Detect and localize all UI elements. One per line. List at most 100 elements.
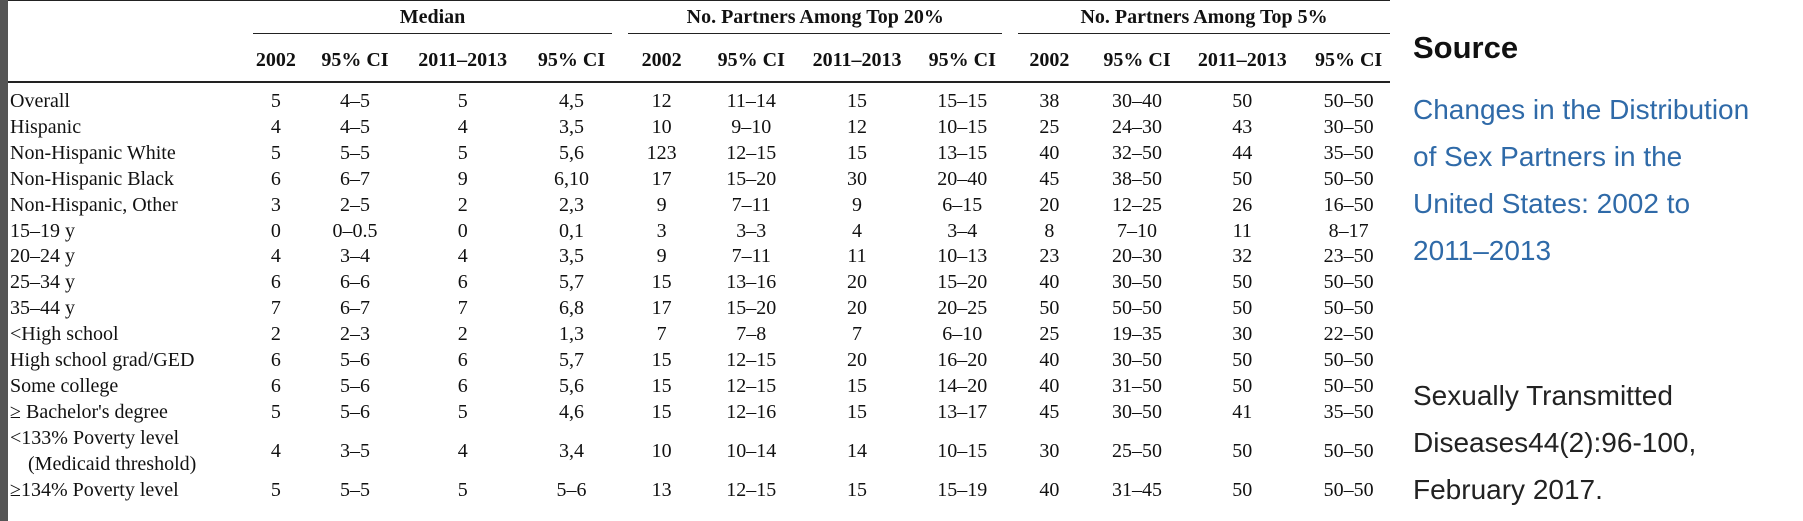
table-cell: 2	[457, 193, 468, 216]
table-cell: 4–5	[339, 115, 370, 138]
table-cell: 20–40	[937, 167, 988, 190]
table-cell: 7	[270, 297, 281, 320]
source-link[interactable]: Changes in the Distribution of Sex Partn…	[1413, 94, 1750, 266]
table-cell: 50–50	[1323, 297, 1374, 320]
table-row: 25–34 y 6 6–6 6 5,7 15 13–16 20 15–20 40 30–50 50 50…	[8, 270, 1390, 296]
table-cell: 5,6	[559, 141, 585, 164]
table-cell: 3,5	[559, 115, 585, 138]
table-cell: 30–50	[1323, 115, 1374, 138]
table-cell: 0,1	[559, 219, 585, 242]
table-cell: 32–50	[1112, 141, 1163, 164]
table-cell: 50	[1039, 297, 1060, 320]
table-row: 35–44 y 7 6–7 7 6,8 17 15–20 20 20–25 50 50–50 50 50…	[8, 296, 1390, 322]
table-cell: 15–20	[726, 297, 777, 320]
subheader: 2002	[1010, 39, 1089, 83]
table-row: <High school 2 2–3 2 1,3 7 7–8 7 6–10 25 19–35 30 22…	[8, 322, 1390, 348]
table-cell: 0–0.5	[332, 219, 378, 242]
row-label: 15–19 y	[10, 219, 75, 242]
table-cell: 5–6	[339, 400, 370, 423]
table-cell: 11–14	[726, 90, 776, 112]
table-cell: 7	[457, 297, 468, 320]
table-cell: 50–50	[1323, 374, 1374, 397]
table-cell: 24–30	[1112, 115, 1163, 138]
table-row: 20–24 y 4 3–4 4 3,5 9 7–11 11 10–13 23 20–30 32 23–5…	[8, 244, 1390, 270]
table-cell: 50	[1232, 297, 1253, 320]
table-cell: 50	[1232, 90, 1253, 112]
table-cell: 4	[270, 245, 281, 268]
table-cell: 5	[457, 141, 468, 164]
table-cell: 43	[1232, 115, 1253, 138]
subheader: 2002	[620, 39, 703, 83]
table-cell: 15	[847, 141, 868, 164]
table-row: Non-Hispanic White 5 5–5 5 5,6 123 12–15 15 13–1…	[8, 141, 1390, 167]
table-cell: 6–10	[942, 323, 983, 346]
table-cell: 2–5	[339, 193, 370, 216]
table-cell: 4	[270, 115, 281, 138]
table-cell: 6	[270, 374, 281, 397]
table-cell: 4,6	[559, 400, 585, 423]
subheader-row: 2002 95% CI 2011–2013 95% CI 2002 95% CI 2011–…	[8, 39, 1390, 83]
table-cell: 14–20	[937, 374, 988, 397]
table-cell: 50–50	[1323, 349, 1374, 372]
table-cell: 5	[270, 400, 281, 423]
table-cell: 19–35	[1112, 323, 1163, 346]
table-cell: 50	[1232, 478, 1253, 501]
table-row: 15–19 y 0 0–0.5 0 0,1 3 3–3 4 3–4 8 7–10 11 8–17	[8, 219, 1390, 245]
table-cell: 15	[651, 349, 672, 372]
group-header: No. Partners Among Top 5%	[1010, 1, 1390, 40]
table-cell: 50	[1232, 349, 1253, 372]
table-cell: 38	[1039, 90, 1060, 112]
subheader: 95% CI	[522, 39, 621, 83]
row-label: Hispanic	[10, 115, 82, 138]
table-cell: 20	[1039, 193, 1060, 216]
table-cell: 15	[847, 90, 868, 112]
group-header-row: Median No. Partners Among Top 20% No. Part…	[8, 1, 1390, 40]
source-heading: Source	[1413, 30, 1519, 65]
table-cell: 15	[847, 374, 868, 397]
table-cell: 40	[1039, 374, 1060, 397]
row-label: Non-Hispanic White	[10, 141, 176, 164]
table-cell: 4,5	[559, 90, 585, 112]
table-cell: 50–50	[1323, 90, 1374, 112]
table-cell: 3–5	[339, 439, 370, 462]
subheader: 2011–2013	[1185, 39, 1300, 83]
table-cell: 50–50	[1323, 439, 1374, 462]
corner-cell	[8, 1, 245, 40]
row-label: Non-Hispanic, Other	[10, 193, 178, 216]
table-cell: 31–50	[1112, 374, 1163, 397]
table-cell: 6–7	[339, 167, 370, 190]
table-cell: 16–20	[937, 349, 988, 372]
table-cell: 17	[651, 297, 672, 320]
table-cell: 30–50	[1112, 349, 1163, 372]
table-cell: 1,3	[559, 323, 585, 346]
row-label: High school grad/GED	[10, 349, 195, 372]
table-cell: 30–50	[1112, 271, 1163, 294]
table-cell: 15	[847, 400, 868, 423]
table-cell: 5	[457, 478, 468, 501]
table-cell: 10–15	[937, 115, 988, 138]
row-label: Some college	[10, 374, 119, 397]
group-header: No. Partners Among Top 20%	[620, 1, 1010, 40]
table-cell: 15–20	[726, 167, 777, 190]
table-cell: 5–6	[339, 374, 370, 397]
table-cell: 15	[651, 400, 672, 423]
table-cell: 10–13	[937, 245, 988, 268]
subheader: 2002	[244, 39, 308, 83]
table-cell: 4	[457, 245, 468, 268]
table-cell: 20–25	[937, 297, 988, 320]
table-cell: 12–16	[726, 400, 777, 423]
table-cell: 13	[651, 478, 672, 501]
table-cell: 16–50	[1323, 193, 1374, 216]
table-cell: 12–15	[726, 374, 777, 397]
table-cell: 9	[852, 193, 863, 216]
table-cell: 15	[847, 478, 868, 501]
table-cell: 20	[847, 297, 868, 320]
table-cell: 3–4	[339, 245, 370, 268]
table-row: Non-Hispanic Black 6 6–7 9 6,10 17 15–20 30 20–4…	[8, 167, 1390, 193]
table-cell: 17	[651, 167, 672, 190]
subheader: 95% CI	[914, 39, 1011, 83]
table-cell: 50–50	[1323, 271, 1374, 294]
table-row: ≥134% Poverty level 5 5–5 5 5–6 13 12–15 15 15–1…	[8, 478, 1390, 504]
subheader: 95% CI	[307, 39, 403, 83]
table-cell: 6	[457, 374, 468, 397]
